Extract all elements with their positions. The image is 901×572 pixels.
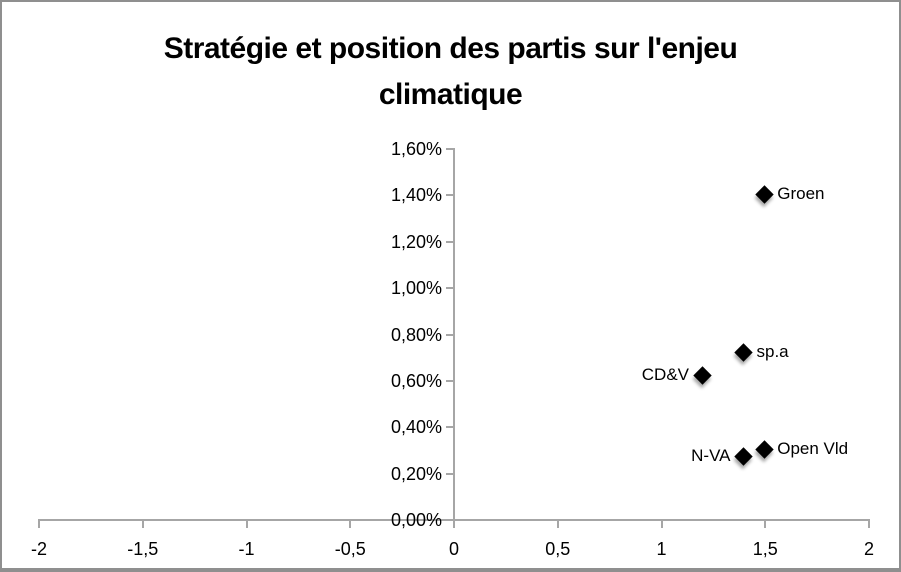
- x-tick: [764, 521, 767, 528]
- point-label-sp-a: sp.a: [756, 342, 789, 362]
- y-tick: [446, 426, 453, 429]
- x-tick-label: -0,5: [334, 539, 366, 559]
- y-axis-line: [453, 148, 455, 519]
- point-label-groen: Groen: [777, 184, 825, 204]
- y-tick: [446, 519, 453, 521]
- y-tick: [446, 379, 453, 382]
- point-label-open-vld: Open Vld: [777, 439, 849, 459]
- y-tick-label: 0,60%: [390, 370, 442, 391]
- y-tick: [446, 333, 453, 336]
- x-tick: [660, 521, 663, 528]
- y-tick: [446, 194, 453, 197]
- x-tick: [453, 521, 455, 528]
- y-tick-label: 1,40%: [390, 185, 442, 206]
- x-tick: [38, 521, 40, 528]
- x-tick: [868, 521, 870, 528]
- y-tick: [446, 148, 453, 150]
- y-tick-label: 1,20%: [390, 231, 442, 252]
- y-tick: [446, 240, 453, 243]
- y-tick: [446, 472, 453, 475]
- x-tick: [556, 521, 559, 528]
- y-tick-label: 1,00%: [390, 278, 442, 299]
- x-tick-label: 2: [863, 539, 874, 559]
- x-tick-label: 0: [448, 539, 459, 559]
- y-tick-label: 0,40%: [390, 417, 442, 438]
- x-tick-label: -1: [238, 539, 255, 559]
- point-label-n-va: N-VA: [691, 446, 731, 466]
- x-tick: [349, 521, 352, 528]
- y-tick-label: 0,20%: [390, 463, 442, 484]
- marker-groen: [755, 185, 774, 204]
- y-tick-label: 0,80%: [390, 324, 442, 345]
- x-tick: [141, 521, 144, 528]
- marker-open-vld: [755, 440, 774, 459]
- y-tick-label: 0,00%: [390, 510, 442, 530]
- x-tick-label: 0,5: [545, 539, 571, 559]
- point-label-cd-v: CD&V: [641, 365, 689, 385]
- x-tick-label: 1: [656, 539, 667, 559]
- x-tick-label: 1,5: [752, 539, 778, 559]
- chart-title: Stratégie et position des partis sur l'e…: [2, 26, 899, 118]
- y-tick-label: 1,60%: [390, 139, 442, 159]
- y-tick: [446, 287, 453, 290]
- x-axis-line: [38, 519, 870, 521]
- x-tick: [245, 521, 248, 528]
- x-tick-label: -2: [30, 539, 47, 559]
- x-tick-label: -1,5: [127, 539, 159, 559]
- marker-n-va: [734, 447, 753, 466]
- marker-sp-a: [734, 342, 753, 362]
- chart-title-text: Stratégie et position des partis sur l'e…: [163, 32, 738, 111]
- marker-cd-v: [692, 366, 712, 385]
